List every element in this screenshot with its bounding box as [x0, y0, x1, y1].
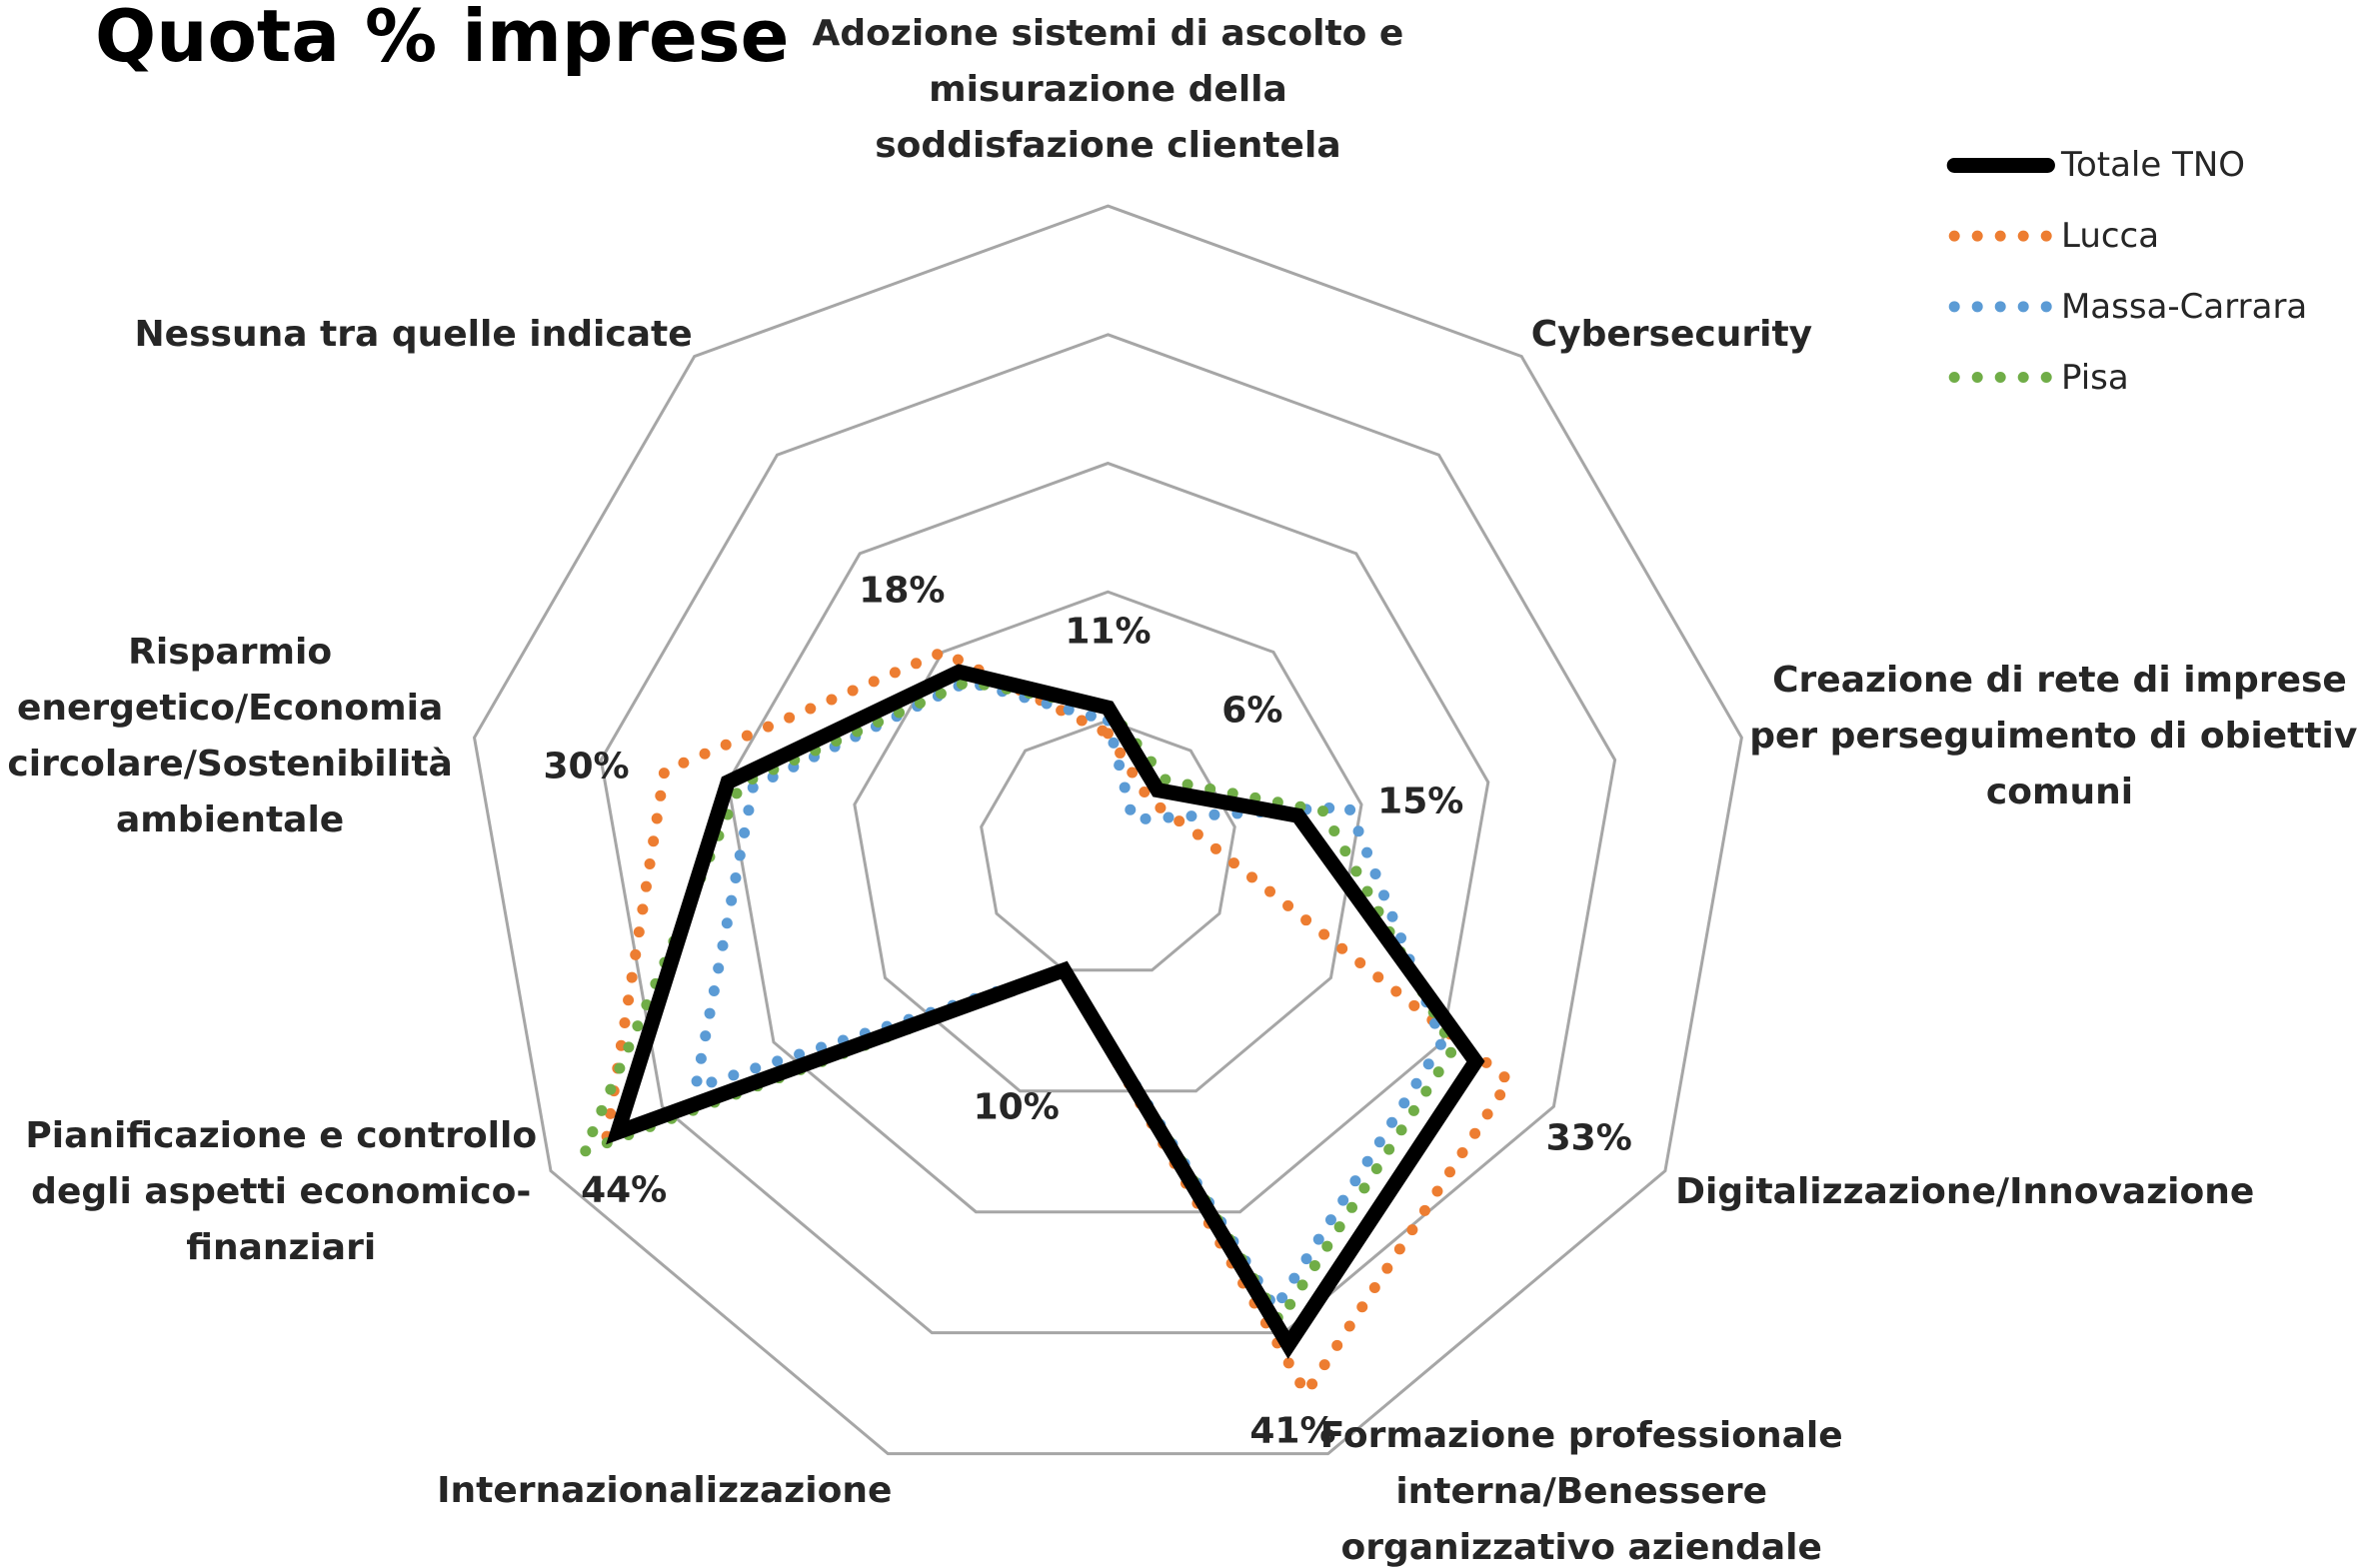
- axis-label: Digitalizzazione/Innovazione: [1675, 1170, 2255, 1212]
- data-label: 10%: [973, 1086, 1060, 1128]
- axis-label: Risparmio energetico/Economia circolare/…: [7, 631, 453, 840]
- axis-label: Cybersecurity: [1530, 314, 1813, 356]
- grid-ring: [472, 204, 1743, 1456]
- axis-label: Adozione sistemi di ascolto e misurazion…: [812, 13, 1404, 167]
- data-label: 41%: [1249, 1410, 1336, 1452]
- series-line: [688, 676, 1449, 1319]
- grid-ring: [853, 590, 1363, 1093]
- data-label: 33%: [1545, 1117, 1632, 1159]
- grid-ring: [980, 719, 1236, 972]
- legend-label: Pisa: [2060, 357, 2129, 398]
- data-label: 18%: [859, 570, 946, 612]
- axis-label: Formazione professionale interna/Benesse…: [1319, 1415, 1843, 1568]
- series-line: [606, 664, 1485, 1359]
- data-label: 6%: [1221, 690, 1283, 732]
- data-label: 30%: [543, 746, 630, 787]
- axis-label: Creazione di rete di imprese per persegu…: [1749, 659, 2357, 812]
- data-label: 11%: [1065, 611, 1152, 653]
- axis-label: Internazionalizzazione: [437, 1469, 893, 1511]
- grid-ring: [726, 461, 1490, 1214]
- legend-label: Massa-Carrara: [2060, 286, 2308, 327]
- axis-label: Nessuna tra quelle indicate: [134, 314, 693, 356]
- grid-ring: [599, 333, 1617, 1335]
- axis-label: Pianificazione e controllo degli aspetti…: [25, 1114, 538, 1268]
- chart-title: Quota % imprese: [95, 0, 790, 78]
- data-label: 44%: [581, 1169, 668, 1211]
- legend-label: Totale TNO: [2060, 145, 2246, 186]
- data-label: 15%: [1377, 781, 1464, 822]
- legend-label: Lucca: [2060, 216, 2160, 257]
- series-line: [599, 646, 1517, 1404]
- series-line: [574, 676, 1460, 1331]
